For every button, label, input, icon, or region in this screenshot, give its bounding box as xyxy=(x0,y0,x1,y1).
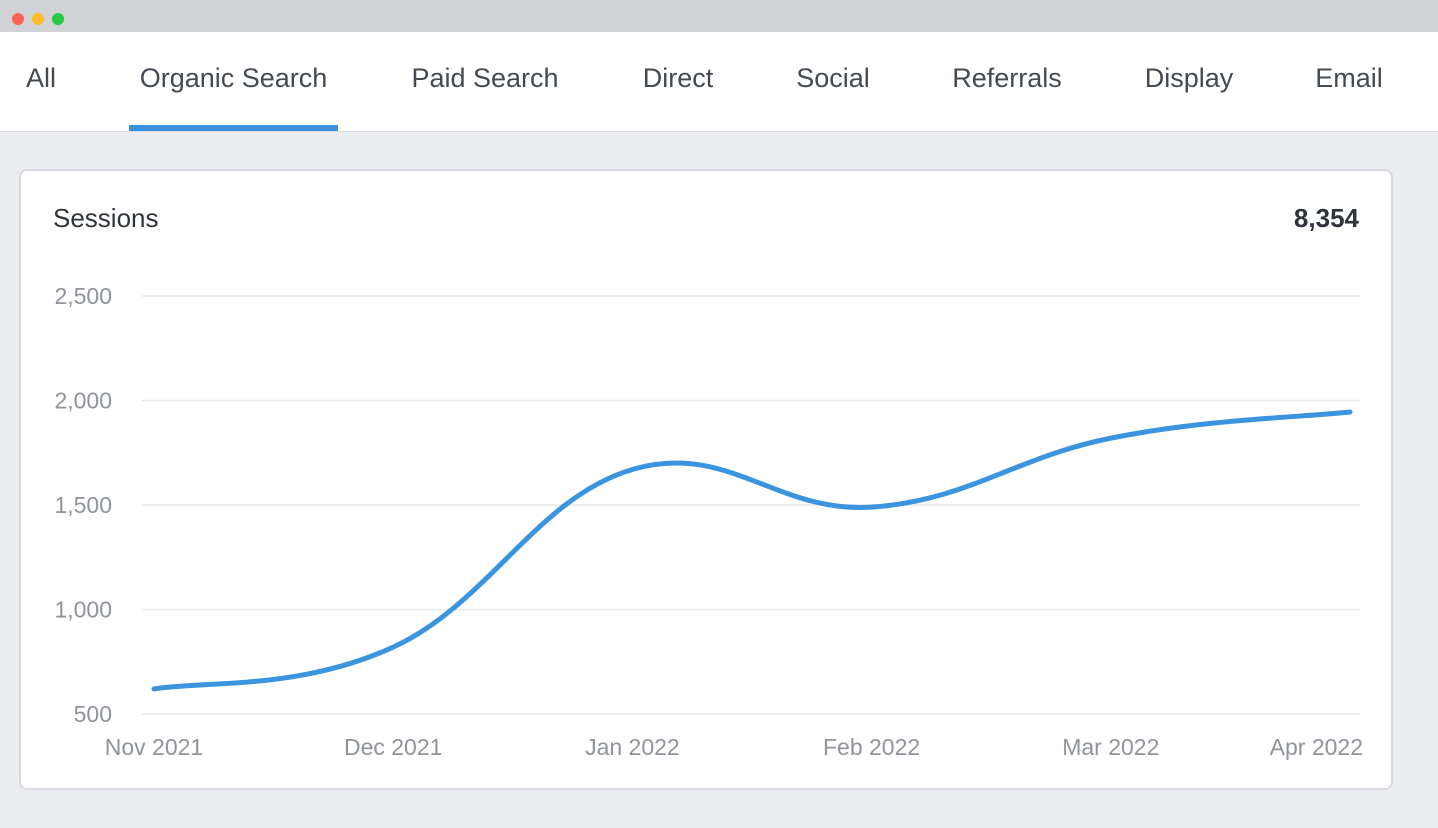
y-tick-label: 500 xyxy=(74,701,112,727)
tab-direct[interactable]: Direct xyxy=(642,63,714,93)
channel-tab-bar: All Organic Search Paid Search Direct So… xyxy=(0,32,1438,132)
y-tick-label: 2,000 xyxy=(54,388,112,414)
close-window-button[interactable] xyxy=(12,13,24,25)
card-title: Sessions xyxy=(53,203,159,233)
tab-display[interactable]: Display xyxy=(1144,63,1234,93)
tab-referrals[interactable]: Referrals xyxy=(952,63,1062,93)
tab-paid-search[interactable]: Paid Search xyxy=(411,63,559,93)
x-tick-label: Jan 2022 xyxy=(585,734,680,760)
tab-social[interactable]: Social xyxy=(796,63,870,93)
x-tick-label: Apr 2022 xyxy=(1270,734,1363,760)
x-tick-label: Dec 2021 xyxy=(344,734,442,760)
y-tick-label: 2,500 xyxy=(54,283,112,309)
y-tick-label: 1,000 xyxy=(54,597,112,623)
x-tick-label: Nov 2021 xyxy=(105,734,203,760)
tab-organic-search[interactable]: Organic Search xyxy=(129,32,338,131)
y-tick-label: 1,500 xyxy=(54,492,112,518)
title-bar xyxy=(0,0,1438,32)
x-tick-label: Feb 2022 xyxy=(823,734,920,760)
sessions-line-chart: 500 1,000 1,500 2,000 2,500 Nov 2021 Dec 2021 J… xyxy=(54,283,1363,760)
minimize-window-button[interactable] xyxy=(32,13,44,25)
x-tick-label: Mar 2022 xyxy=(1062,734,1159,760)
sessions-series-line xyxy=(151,409,1353,692)
tab-email[interactable]: Email xyxy=(1315,63,1383,93)
sessions-total: 8,354 xyxy=(1293,203,1359,233)
sessions-card: Sessions 8,354 500 1,000 1,500 2,000 2,500 No… xyxy=(19,169,1393,790)
zoom-window-button[interactable] xyxy=(52,13,64,25)
tab-all[interactable]: All xyxy=(25,63,56,93)
